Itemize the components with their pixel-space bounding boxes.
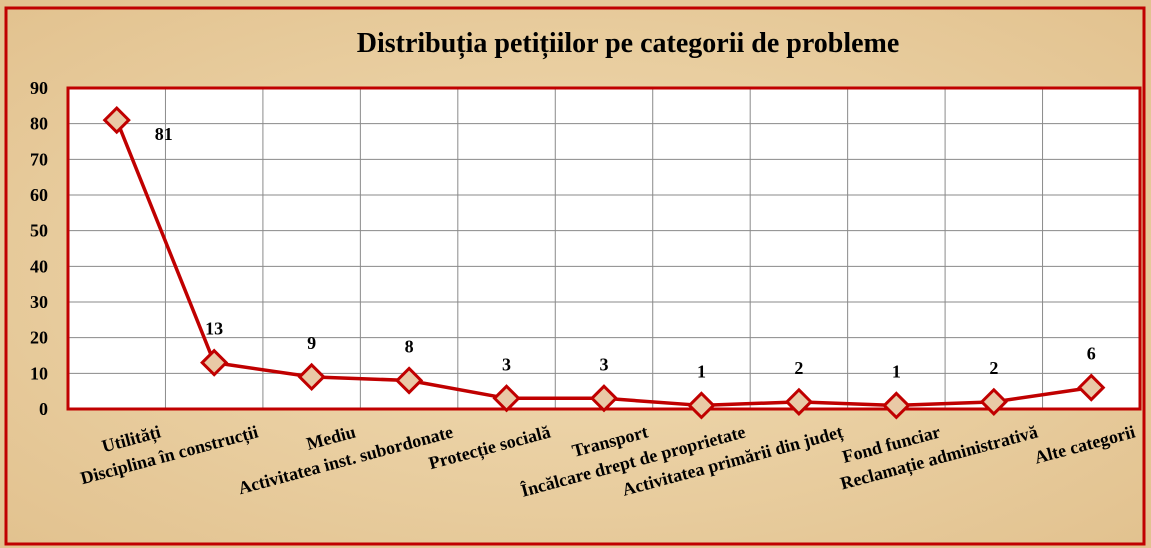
marker: [1077, 373, 1106, 402]
data-label: 2: [989, 358, 998, 378]
plot-area: [68, 88, 1140, 409]
y-tick-label: 80: [30, 114, 48, 134]
y-tick-label: 40: [30, 256, 48, 276]
marker: [200, 348, 229, 377]
marker: [492, 384, 521, 413]
marker: [784, 387, 814, 416]
marker: [297, 362, 326, 392]
y-tick-label: 90: [30, 78, 48, 98]
y-tick-label: 70: [30, 149, 48, 169]
y-tick-label: 10: [30, 363, 48, 383]
data-label: 2: [794, 358, 803, 378]
marker: [102, 105, 131, 135]
chart-title: Distribuția petițiilor pe categorii de p…: [357, 28, 900, 59]
data-label: 3: [502, 354, 511, 374]
data-label: 1: [697, 361, 706, 381]
y-tick-label: 30: [30, 292, 48, 312]
marker: [882, 391, 911, 420]
data-label: 81: [155, 124, 173, 144]
data-label: 9: [307, 333, 316, 353]
marker: [394, 366, 424, 395]
marker: [979, 387, 1008, 416]
y-tick-label: 60: [30, 185, 48, 205]
frame: [4, 6, 1146, 546]
data-label: 1: [892, 361, 901, 381]
marker: [589, 384, 619, 413]
data-label: 13: [205, 319, 223, 339]
y-tick-label: 50: [30, 221, 48, 241]
marker: [687, 391, 716, 420]
data-label: 8: [405, 336, 414, 356]
y-tick-label: 0: [39, 399, 48, 419]
data-label: 3: [600, 354, 609, 374]
y-tick-label: 20: [30, 328, 48, 348]
data-label: 6: [1087, 344, 1096, 364]
